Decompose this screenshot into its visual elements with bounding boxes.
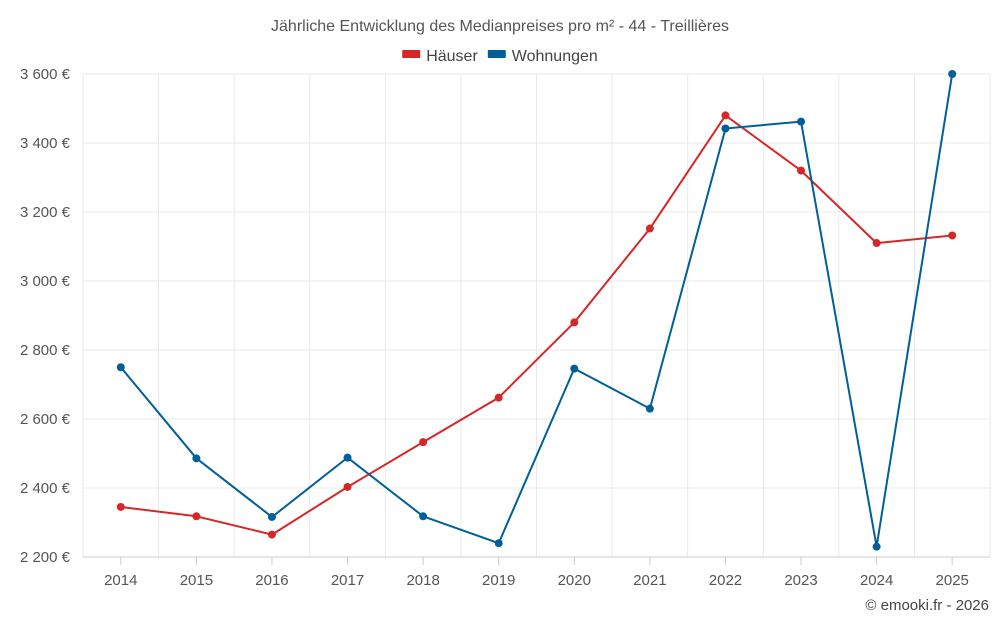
series-layer [116,70,957,551]
series-1 [116,70,957,551]
data-point[interactable] [419,438,428,447]
y-tick-label: 2 600 € [20,411,71,428]
y-tick-label: 2 200 € [20,549,71,566]
data-point[interactable] [645,224,654,233]
data-point[interactable] [192,512,201,521]
y-tick-label: 3 600 € [20,66,71,83]
x-tick-label: 2018 [406,572,439,589]
x-tick-label: 2023 [784,572,817,589]
legend-label: Häuser [426,48,478,65]
y-tick-label: 3 000 € [20,273,71,290]
x-tick-label: 2015 [180,572,213,589]
x-tick-label: 2019 [482,572,515,589]
data-point[interactable] [645,404,654,413]
data-point[interactable] [872,542,881,551]
data-point[interactable] [570,318,579,327]
data-point[interactable] [721,124,730,133]
data-point[interactable] [116,363,125,372]
y-tick-label: 2 400 € [20,480,71,497]
legend-item[interactable]: Wohnungen [487,48,598,65]
data-point[interactable] [797,117,806,126]
x-tick-label: 2014 [104,572,137,589]
data-point[interactable] [948,231,957,240]
credit-text: © emooki.fr - 2026 [865,597,989,614]
data-point[interactable] [343,453,352,462]
y-tick-label: 3 200 € [20,204,71,221]
x-tick-label: 2022 [709,572,742,589]
y-tick-label: 3 400 € [20,135,71,152]
data-point[interactable] [343,482,352,491]
data-point[interactable] [721,111,730,120]
x-tick-label: 2024 [860,572,893,589]
data-point[interactable] [948,70,957,78]
x-tick-label: 2016 [255,572,288,589]
chart-title: Jährliche Entwicklung des Medianpreises … [271,18,729,35]
data-point[interactable] [570,364,579,373]
series-line [120,73,954,548]
x-tick-label: 2020 [558,572,591,589]
grid [82,73,991,558]
legend[interactable]: Häuser Wohnungen [402,48,598,65]
series-line [120,114,953,536]
data-point[interactable] [494,539,503,548]
legend-swatch [402,50,421,58]
data-point[interactable] [494,393,503,402]
legend-swatch [487,50,506,58]
x-tick-label: 2017 [331,572,364,589]
legend-item[interactable]: Häuser [402,48,478,65]
legend-label: Wohnungen [512,48,598,65]
x-tick-label: 2021 [633,572,666,589]
data-point[interactable] [872,239,881,248]
data-point[interactable] [116,502,125,511]
x-tick-label: 2025 [936,572,969,589]
x-axis: 2014 2015 2016 2017 2018 2019 2020 2021 2022 2023… [83,556,990,589]
y-axis: 2 200 € 2 400 € 2 600 € 2 800 € 3 000 € 3 200… [20,66,71,566]
data-point[interactable] [192,454,201,463]
data-point[interactable] [419,512,428,521]
data-point[interactable] [267,512,276,521]
y-tick-label: 2 800 € [20,342,71,359]
data-point[interactable] [267,530,276,539]
data-point[interactable] [797,166,806,175]
series-0 [116,111,957,539]
